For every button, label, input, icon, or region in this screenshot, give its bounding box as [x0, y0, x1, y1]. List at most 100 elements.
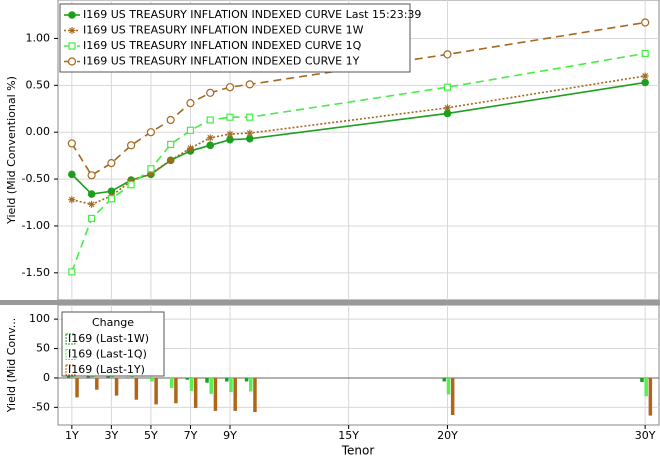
- marker: [443, 109, 452, 118]
- marker: [226, 113, 234, 121]
- marker: [127, 177, 135, 185]
- marker: [68, 268, 76, 276]
- bar: [114, 377, 119, 396]
- bar: [193, 377, 198, 408]
- y-tick-label: 50: [36, 342, 50, 355]
- x-tick-label: 5Y: [144, 429, 158, 442]
- marker: [127, 181, 135, 189]
- y-tick-label: -1.50: [22, 266, 50, 279]
- legend-swatch: [65, 333, 76, 345]
- x-tick-label: 7Y: [184, 429, 198, 442]
- bar: [185, 377, 190, 380]
- bar: [209, 377, 213, 394]
- marker: [147, 169, 155, 177]
- bar: [150, 377, 154, 382]
- bar: [154, 377, 158, 405]
- marker: [107, 159, 116, 168]
- bar: [225, 377, 229, 382]
- bar: [233, 377, 237, 411]
- marker: [127, 141, 136, 150]
- legend-title: Change: [92, 316, 134, 329]
- y-tick-label: 1.00: [26, 31, 51, 44]
- x-tick-label: 9Y: [223, 429, 237, 442]
- marker: [641, 49, 649, 58]
- marker: [206, 134, 214, 142]
- marker: [246, 113, 254, 121]
- y-tick-label: 0: [43, 371, 50, 384]
- legend-box: [59, 3, 411, 73]
- marker: [88, 200, 96, 208]
- marker: [146, 128, 156, 137]
- bar: [169, 377, 174, 388]
- bar: [189, 377, 194, 391]
- x-tick-label: 15Y: [338, 429, 359, 442]
- marker: [245, 80, 254, 89]
- legend-label: I169 US TREASURY INFLATION INDEXED CURVE…: [83, 55, 360, 68]
- legend: I169 US TREASURY INFLATION INDEXED CURVE…: [59, 3, 421, 73]
- y-tick-label: 0.00: [26, 125, 51, 138]
- x-axis-label: Tenor: [341, 444, 375, 458]
- bar: [205, 377, 209, 383]
- marker: [225, 83, 235, 92]
- marker: [641, 72, 649, 80]
- marker: [226, 135, 234, 144]
- legend-label: I169 US TREASURY INFLATION INDEXED CURVE…: [83, 8, 421, 21]
- bar: [145, 377, 150, 379]
- marker: [206, 116, 214, 124]
- marker: [167, 140, 175, 148]
- bar: [213, 377, 218, 411]
- marker: [206, 141, 215, 150]
- bar: [450, 377, 455, 415]
- bar: [648, 377, 653, 416]
- marker: [641, 18, 650, 27]
- marker: [167, 156, 175, 164]
- marker: [67, 139, 76, 148]
- y-tick-label: 0.50: [26, 78, 51, 91]
- x-tick-label: 20Y: [437, 429, 458, 442]
- x-tick-label: 1Y: [65, 429, 79, 442]
- bar: [134, 377, 139, 400]
- marker: [443, 104, 451, 112]
- marker: [186, 126, 195, 134]
- bar: [244, 377, 249, 382]
- marker: [68, 170, 76, 179]
- legend-swatch: [65, 364, 76, 376]
- legend-swatch: [65, 349, 76, 360]
- x-tick-label: 3Y: [105, 429, 119, 442]
- y-tick-label: -0.50: [22, 172, 50, 185]
- bar: [644, 377, 648, 397]
- legend-box: [61, 311, 165, 377]
- plot-layer: 1Y 3Y 5Y 7Y 9Y 15Y 20Y 30Y -1.50 -1.00 -0.50 0.00 0.…: [22, 0, 659, 442]
- y-axis-label: Yield (Mid Conv...: [5, 318, 18, 414]
- marker: [147, 165, 155, 173]
- marker: [68, 11, 76, 19]
- legend-label: I169 US TREASURY INFLATION INDEXED CURVE…: [83, 24, 364, 37]
- bar: [95, 377, 99, 390]
- bar: [442, 377, 447, 382]
- marker: [246, 129, 254, 137]
- marker: [87, 190, 96, 198]
- bar: [249, 377, 253, 392]
- x-tick-label: 30Y: [635, 429, 656, 442]
- marker: [67, 57, 77, 66]
- marker: [166, 115, 175, 125]
- marker: [443, 83, 452, 91]
- y-tick-label: -1.00: [22, 219, 50, 232]
- y-tick-label: -50: [32, 400, 50, 413]
- bar: [229, 377, 233, 393]
- marker: [68, 42, 76, 50]
- bar: [446, 377, 451, 395]
- marker: [107, 195, 115, 203]
- bar: [126, 377, 130, 378]
- panel-separator: [0, 300, 660, 305]
- bar: [253, 377, 257, 413]
- marker: [226, 130, 234, 138]
- legend-label: I169 (Last-1W): [68, 332, 149, 345]
- legend-label: I169 (Last-1Q): [68, 348, 147, 361]
- marker: [443, 50, 452, 59]
- marker: [186, 144, 194, 152]
- marker: [245, 134, 254, 143]
- legend: Change I169 (Last-1W) I169 (Last-1Q) I169 (…: [61, 311, 165, 377]
- marker: [107, 187, 116, 196]
